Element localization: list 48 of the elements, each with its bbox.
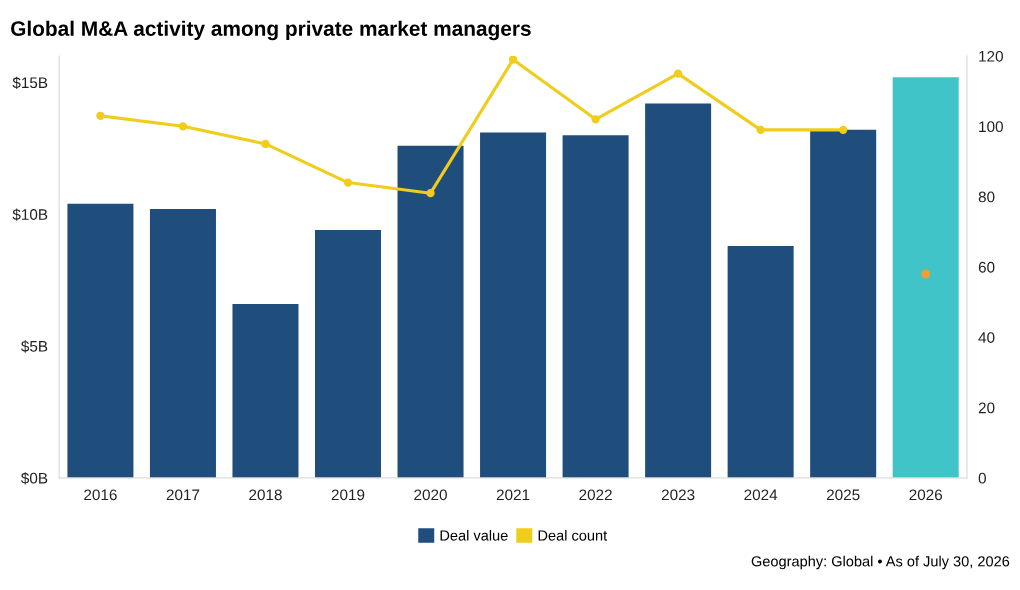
y2-tick-label: 80 (978, 191, 995, 203)
point (839, 125, 848, 135)
x-tick-label: 2018 (249, 489, 282, 501)
y2-tick-label: 120 (979, 50, 1003, 62)
bar (480, 132, 547, 478)
y2-tick-label: 60 (978, 261, 995, 273)
bar (67, 203, 134, 478)
point (96, 111, 105, 120)
x-tick-label: 2016 (84, 489, 117, 501)
point (343, 178, 353, 187)
x-tick-label: 2017 (166, 489, 200, 501)
bar (562, 135, 629, 478)
y2-tick-label: 0 (978, 472, 986, 484)
y-tick-label: $15B (12, 76, 48, 90)
y2-tick-label: 40 (978, 332, 995, 343)
x-tick-label: 2019 (331, 489, 365, 501)
bar (314, 230, 382, 478)
y-tick-label: $5B (21, 340, 48, 353)
point (756, 125, 765, 135)
y-tick-label: $0B (21, 472, 48, 485)
legend-label: Deal value (440, 529, 508, 541)
x-tick-label: 2024 (744, 489, 778, 501)
bar (397, 145, 464, 478)
text: Geography: Global • As of July 30, 2026 (751, 555, 1010, 570)
point (261, 139, 270, 149)
y2-tick-label: 20 (978, 402, 995, 414)
x-tick-label: 2022 (579, 489, 612, 501)
point (426, 188, 435, 198)
point (921, 269, 931, 279)
y-tick-label: $10B (12, 208, 48, 221)
point (508, 56, 518, 64)
bar (645, 103, 712, 478)
point (673, 69, 683, 78)
legend-label: Deal count (538, 529, 608, 541)
bar (810, 129, 877, 478)
x-tick-label: 2026 (909, 489, 943, 501)
point (178, 122, 188, 131)
bar (232, 303, 299, 478)
bar (892, 77, 959, 478)
chart-title: Global M&A activity among private market managers (11, 20, 531, 41)
point (591, 115, 600, 124)
x-tick-label: 2021 (496, 489, 530, 501)
x-tick-label: 2025 (826, 489, 860, 501)
x-tick-label: 2023 (661, 489, 695, 501)
bar (149, 208, 216, 478)
y2-tick-label: 100 (979, 121, 1003, 133)
x-tick-label: 2020 (414, 489, 447, 501)
bar (727, 245, 794, 478)
